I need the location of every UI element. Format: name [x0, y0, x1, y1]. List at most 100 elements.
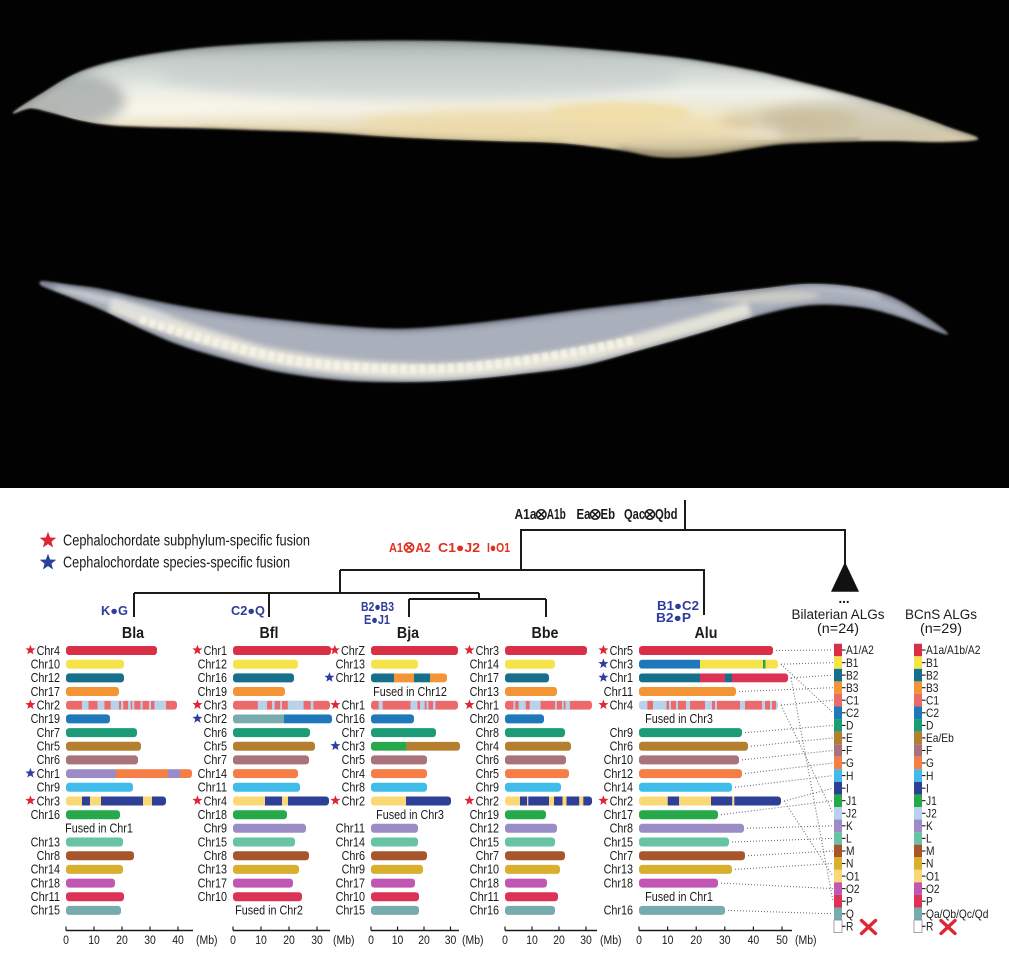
svg-text:Chr16: Chr16	[31, 808, 60, 822]
svg-text:Bla: Bla	[122, 625, 145, 642]
svg-text:Chr13: Chr13	[198, 863, 227, 877]
svg-text:A1b: A1b	[547, 506, 566, 523]
svg-text:Chr3: Chr3	[476, 644, 499, 658]
svg-text:Qbd: Qbd	[655, 506, 678, 523]
svg-text:(Mb): (Mb)	[333, 933, 355, 947]
svg-text:Chr5: Chr5	[610, 644, 633, 658]
svg-text:Chr6: Chr6	[476, 753, 499, 767]
svg-text:A1a: A1a	[515, 506, 538, 523]
svg-text:M: M	[846, 844, 855, 858]
svg-text:B2: B2	[846, 668, 859, 682]
svg-text:Chr14: Chr14	[604, 781, 633, 795]
svg-text:Chr7: Chr7	[37, 726, 60, 740]
svg-text:Chr18: Chr18	[31, 876, 60, 890]
svg-text:Chr12: Chr12	[604, 767, 633, 781]
svg-text:Chr19: Chr19	[31, 712, 60, 726]
svg-text:K: K	[926, 819, 933, 833]
svg-text:(n=24): (n=24)	[817, 621, 859, 636]
svg-text:Ea/Eb: Ea/Eb	[926, 731, 954, 745]
svg-text:Chr10: Chr10	[198, 890, 227, 904]
svg-text:B1: B1	[846, 656, 859, 670]
svg-text:Chr14: Chr14	[198, 767, 227, 781]
svg-text:N: N	[846, 857, 853, 871]
svg-text:C1●J2: C1●J2	[438, 540, 480, 555]
svg-text:P: P	[846, 894, 853, 908]
svg-text:(n=29): (n=29)	[920, 621, 962, 636]
svg-text:Cephalochordate species-specif: Cephalochordate species-specific fusion	[63, 555, 290, 572]
svg-text:Chr5: Chr5	[204, 740, 227, 754]
svg-text:Chr13: Chr13	[604, 863, 633, 877]
svg-text:O2: O2	[846, 882, 860, 896]
svg-text:Chr16: Chr16	[470, 904, 499, 918]
svg-text:Chr7: Chr7	[610, 849, 633, 863]
svg-text:10: 10	[392, 933, 404, 947]
svg-text:Chr8: Chr8	[610, 822, 633, 836]
svg-text:Chr9: Chr9	[610, 726, 633, 740]
svg-text:Chr12: Chr12	[198, 658, 227, 672]
svg-text:D: D	[926, 719, 934, 733]
svg-text:B3: B3	[926, 681, 939, 695]
svg-text:Chr13: Chr13	[31, 835, 60, 849]
svg-text:40: 40	[748, 933, 760, 947]
svg-text:Chr9: Chr9	[37, 781, 60, 795]
svg-text:Bilaterian ALGs: Bilaterian ALGs	[792, 607, 885, 622]
svg-text:30: 30	[445, 933, 457, 947]
svg-text:Chr5: Chr5	[37, 740, 60, 754]
svg-text:Chr7: Chr7	[342, 726, 365, 740]
svg-text:(Mb): (Mb)	[795, 933, 817, 947]
svg-text:Fused in Chr3: Fused in Chr3	[376, 808, 444, 822]
svg-text:Chr6: Chr6	[204, 726, 227, 740]
svg-text:B2: B2	[926, 668, 939, 682]
svg-text:Bbe: Bbe	[532, 625, 559, 642]
svg-text:Qa/Qb/Qc/Qd: Qa/Qb/Qc/Qd	[926, 907, 988, 921]
svg-text:Chr10: Chr10	[470, 863, 499, 877]
svg-text:Chr11: Chr11	[31, 890, 60, 904]
svg-text:Chr11: Chr11	[198, 781, 227, 795]
svg-text:Chr18: Chr18	[604, 876, 633, 890]
svg-text:10: 10	[662, 933, 674, 947]
svg-text:Chr15: Chr15	[336, 904, 365, 918]
svg-text:D: D	[846, 719, 854, 733]
svg-text:A1/A2: A1/A2	[846, 643, 874, 657]
svg-text:B1●C2: B1●C2	[657, 599, 699, 613]
svg-text:Chr14: Chr14	[336, 835, 365, 849]
svg-text:G: G	[926, 756, 934, 770]
svg-text:B2●P: B2●P	[656, 611, 691, 625]
svg-text:F: F	[926, 744, 932, 758]
svg-text:J2: J2	[846, 807, 857, 821]
svg-text:Chr11: Chr11	[470, 890, 499, 904]
svg-text:Chr13: Chr13	[336, 658, 365, 672]
svg-text:J1: J1	[926, 794, 937, 808]
svg-text:O1: O1	[846, 869, 860, 883]
svg-text:Chr18: Chr18	[198, 808, 227, 822]
svg-text:Chr12: Chr12	[470, 822, 499, 836]
svg-text:Chr16: Chr16	[198, 671, 227, 685]
svg-text:Chr5: Chr5	[476, 767, 499, 781]
svg-text:A1a/A1b/A2: A1a/A1b/A2	[926, 643, 981, 657]
svg-text:H: H	[846, 769, 853, 783]
svg-text:Eb: Eb	[601, 506, 616, 523]
svg-text:(Mb): (Mb)	[462, 933, 484, 947]
svg-text:Chr3: Chr3	[342, 740, 365, 754]
svg-text:30: 30	[719, 933, 731, 947]
svg-text:Chr9: Chr9	[476, 781, 499, 795]
svg-text:M: M	[926, 844, 935, 858]
svg-text:I●O1: I●O1	[487, 540, 510, 555]
svg-text:Chr2: Chr2	[204, 712, 227, 726]
svg-text:Chr16: Chr16	[604, 904, 633, 918]
svg-text:J1: J1	[846, 794, 857, 808]
svg-text:Chr4: Chr4	[37, 644, 60, 658]
svg-text:Chr2: Chr2	[476, 794, 499, 808]
svg-text:B1: B1	[926, 656, 939, 670]
svg-text:Bfl: Bfl	[260, 625, 279, 642]
svg-text:20: 20	[553, 933, 565, 947]
svg-text:Chr1: Chr1	[204, 644, 227, 658]
svg-text:Chr2: Chr2	[610, 794, 633, 808]
svg-text:Chr2: Chr2	[342, 794, 365, 808]
svg-text:40: 40	[172, 933, 184, 947]
svg-text:B3: B3	[846, 681, 859, 695]
svg-text:Chr1: Chr1	[37, 767, 60, 781]
svg-text:Chr3: Chr3	[610, 658, 633, 672]
svg-text:Chr17: Chr17	[604, 808, 633, 822]
svg-text:0: 0	[230, 933, 236, 947]
